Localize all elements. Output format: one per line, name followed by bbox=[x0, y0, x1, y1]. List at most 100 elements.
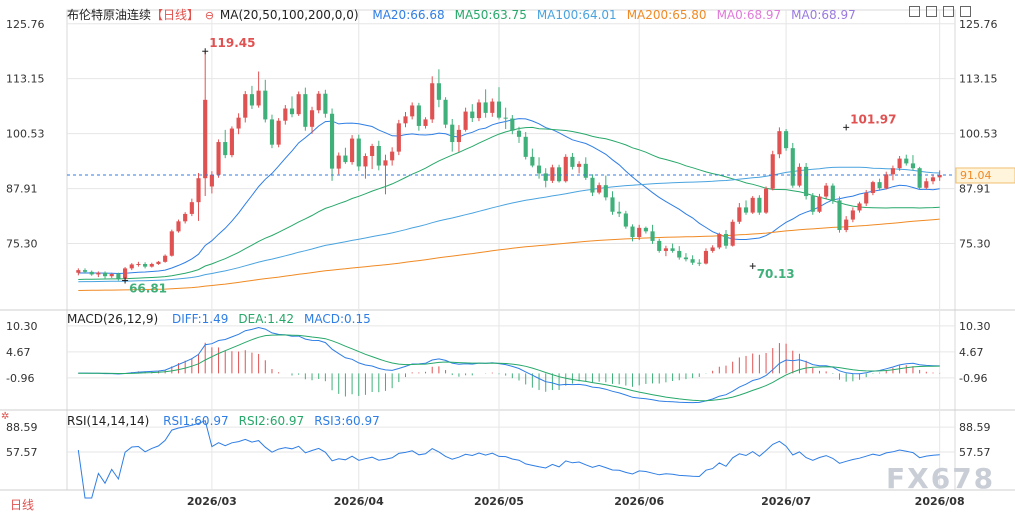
candle-body bbox=[530, 156, 535, 166]
macd-legend: MACD(26,12,9) DIFF:1.49 DEA:1.42 MACD:0.15 bbox=[67, 312, 371, 326]
price-legend: 布伦特原油连续【日线】 ⊖ MA(20,50,100,200,0,0) MA20… bbox=[67, 6, 856, 23]
ma200-line bbox=[78, 218, 940, 291]
extreme-label: 101.97 bbox=[850, 112, 896, 126]
candle-body bbox=[810, 196, 815, 212]
candle-body bbox=[436, 83, 441, 100]
close-icon[interactable] bbox=[960, 6, 971, 17]
rsi-tick-left: 57.57 bbox=[6, 446, 38, 459]
candle-body bbox=[209, 174, 214, 187]
period-button[interactable]: 日线 bbox=[10, 498, 35, 512]
candle-body bbox=[356, 138, 361, 167]
price-tick-left: 87.91 bbox=[6, 183, 38, 196]
candle-body bbox=[930, 177, 936, 182]
price-tick-right: 87.91 bbox=[959, 183, 991, 196]
macd-value-2: MACD:0.15 bbox=[303, 312, 371, 326]
candle-body bbox=[163, 255, 168, 262]
candle-body bbox=[229, 128, 234, 156]
candle-body bbox=[136, 264, 141, 266]
candle-body bbox=[850, 210, 855, 220]
price-tick-left: 75.30 bbox=[6, 238, 38, 251]
candle-body bbox=[750, 197, 755, 213]
crosshair-icon[interactable]: ✲ bbox=[1, 411, 10, 422]
rsi-values: RSI1:60.97 RSI2:60.97 RSI3:60.97 bbox=[153, 414, 380, 428]
current-price-tag bbox=[955, 167, 1015, 184]
candle-body bbox=[329, 113, 335, 169]
rsi-tick-right: 57.57 bbox=[959, 446, 991, 459]
candle-body bbox=[203, 99, 208, 179]
candle-body bbox=[476, 102, 482, 119]
candle-body bbox=[109, 274, 114, 277]
price-tick-right: 100.53 bbox=[959, 128, 998, 141]
time-tick-label: 2026/07 bbox=[761, 495, 811, 508]
candle-body bbox=[102, 272, 108, 277]
candle-body bbox=[510, 118, 515, 131]
symbol-name: 布伦特原油连续 bbox=[67, 8, 152, 22]
candle-body bbox=[670, 248, 675, 251]
candle-body bbox=[423, 119, 428, 126]
candle-body bbox=[577, 163, 582, 167]
settings-icon[interactable] bbox=[909, 6, 920, 17]
candle-body bbox=[343, 155, 348, 163]
candle-body bbox=[924, 181, 929, 188]
candle-body bbox=[710, 247, 715, 251]
current-price-label: 91.04 bbox=[960, 169, 992, 182]
candle-body bbox=[143, 264, 148, 267]
candle-body bbox=[583, 163, 588, 178]
candle-body bbox=[630, 226, 635, 238]
candle-body bbox=[396, 123, 401, 152]
candle-body bbox=[824, 185, 829, 197]
candle-body bbox=[557, 167, 562, 182]
candle-body bbox=[804, 166, 809, 197]
candle-body bbox=[450, 124, 455, 143]
candle-body bbox=[777, 131, 782, 155]
macd-tick-left: -0.96 bbox=[6, 372, 34, 385]
candle-body bbox=[383, 160, 388, 166]
macd-spec: MACD(26,12,9) bbox=[67, 312, 159, 326]
candle-body bbox=[456, 129, 461, 143]
extreme-label: 66.81 bbox=[129, 282, 167, 296]
candle-body bbox=[597, 185, 602, 193]
layout-icon[interactable] bbox=[926, 6, 937, 17]
candle-body bbox=[463, 111, 468, 130]
candle-body bbox=[169, 231, 174, 256]
rsi-tick-left: 88.59 bbox=[6, 421, 38, 434]
expand-icon[interactable] bbox=[943, 6, 954, 17]
candle-body bbox=[637, 227, 642, 238]
macd-value-0: DIFF:1.49 bbox=[171, 312, 229, 326]
candle-body bbox=[937, 174, 942, 178]
candle-body bbox=[623, 213, 628, 227]
candle-body bbox=[336, 155, 341, 169]
candle-body bbox=[410, 105, 415, 117]
candle-body bbox=[677, 250, 682, 258]
candle-body bbox=[723, 233, 729, 246]
macd-values: DIFF:1.49 DEA:1.42 MACD:0.15 bbox=[162, 312, 371, 326]
candle-body bbox=[123, 268, 128, 279]
rsi-value-1: RSI2:60.97 bbox=[238, 414, 305, 428]
period-label[interactable]: 【日线】 bbox=[151, 8, 200, 22]
candle-body bbox=[590, 177, 595, 193]
time-tick-label: 2026/06 bbox=[614, 495, 664, 508]
ma-value-0: MA20:66.68 bbox=[372, 8, 445, 22]
candle-body bbox=[877, 182, 882, 189]
candle-body bbox=[303, 94, 308, 127]
candle-body bbox=[189, 202, 194, 214]
rsi-legend: RSI(14,14,14) RSI1:60.97 RSI2:60.97 RSI3:6… bbox=[67, 414, 380, 428]
candle-body bbox=[249, 94, 255, 106]
candle-body bbox=[496, 101, 502, 118]
ma-value-1: MA50:63.75 bbox=[454, 8, 527, 22]
macd-value-1: DEA:1.42 bbox=[238, 312, 294, 326]
candle-body bbox=[263, 90, 268, 120]
candle-body bbox=[363, 155, 368, 167]
candle-body bbox=[430, 83, 435, 120]
candle-body bbox=[116, 274, 121, 279]
candle-body bbox=[650, 231, 655, 241]
candle-body bbox=[289, 108, 295, 115]
candle-body bbox=[784, 131, 789, 149]
ma-settings-icon[interactable]: ⊖ bbox=[204, 9, 215, 22]
candle-body bbox=[269, 119, 275, 145]
candle-body bbox=[864, 193, 869, 204]
candle-body bbox=[857, 203, 862, 211]
candle-body bbox=[797, 166, 802, 186]
ma-values: MA20:66.68 MA50:63.75 MA100:64.01 MA200:65.… bbox=[362, 8, 855, 22]
